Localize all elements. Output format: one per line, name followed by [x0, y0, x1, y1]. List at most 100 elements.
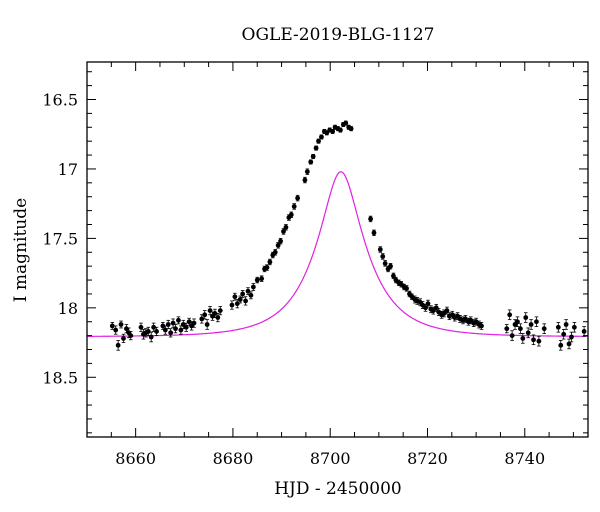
data-point [316, 138, 321, 144]
point-marker [558, 342, 564, 348]
point-marker [380, 254, 386, 259]
point-marker [138, 324, 144, 330]
data-point [109, 322, 115, 330]
y-tick-label: 17.5 [42, 229, 78, 248]
point-marker [248, 292, 254, 298]
point-marker [525, 330, 531, 336]
data-point [302, 176, 308, 184]
model-curve [87, 171, 588, 337]
data-point [460, 316, 466, 325]
point-marker [202, 312, 208, 318]
point-marker [371, 230, 377, 236]
point-marker [517, 326, 523, 332]
point-marker [310, 154, 316, 159]
data-point [561, 328, 567, 340]
axis-ticks-layer [86, 62, 588, 437]
point-marker [259, 276, 265, 282]
data-point [536, 335, 542, 347]
data-point [479, 322, 484, 330]
data-point [176, 316, 181, 325]
data-point [291, 203, 297, 210]
point-marker [267, 259, 273, 265]
point-marker [523, 315, 529, 320]
point-marker [425, 301, 431, 307]
y-tick-label: 18 [58, 299, 78, 318]
data-point [504, 324, 510, 334]
point-marker [128, 333, 134, 339]
data-point [250, 283, 256, 291]
point-marker [151, 324, 157, 330]
point-marker [288, 212, 294, 218]
x-tick-label: 8740 [504, 449, 545, 468]
data-point [377, 246, 383, 253]
point-marker [264, 265, 270, 270]
point-marker [541, 326, 547, 332]
data-point [138, 322, 144, 332]
data-point [423, 303, 428, 312]
point-marker [444, 308, 450, 314]
data-point [240, 290, 246, 298]
point-marker [313, 145, 319, 151]
point-marker [113, 327, 119, 333]
point-marker [348, 126, 354, 132]
point-marker [404, 285, 409, 291]
data-point [534, 316, 539, 327]
data-point [507, 309, 513, 321]
data-point [272, 249, 278, 256]
data-point [517, 323, 523, 334]
data-point [523, 312, 529, 323]
data-point [368, 215, 373, 223]
point-marker [534, 319, 539, 325]
point-marker [368, 216, 373, 222]
data-point [541, 323, 547, 334]
point-marker [232, 294, 238, 300]
point-marker [531, 337, 536, 343]
point-marker [479, 323, 484, 329]
point-marker [186, 319, 192, 325]
data-point [525, 327, 531, 339]
data-point [237, 295, 243, 304]
data-point [571, 322, 577, 333]
point-marker [283, 224, 289, 230]
point-marker [423, 305, 428, 311]
point-marker [295, 195, 301, 201]
point-marker [234, 301, 240, 307]
point-marker [123, 326, 129, 332]
data-point [388, 262, 393, 270]
data-point [382, 260, 388, 267]
point-marker [515, 319, 520, 325]
point-marker [215, 315, 221, 320]
point-marker [183, 324, 189, 330]
point-marker [316, 138, 321, 144]
point-marker [237, 297, 243, 302]
data-point [343, 120, 349, 126]
point-marker [278, 238, 283, 244]
point-marker [509, 333, 515, 339]
data-point [338, 127, 343, 133]
data-point [468, 316, 474, 325]
point-marker [217, 308, 223, 314]
point-marker [377, 247, 383, 252]
data-point [436, 308, 442, 316]
y-tick-label: 18.5 [42, 368, 78, 387]
data-point [160, 322, 166, 330]
point-marker [173, 326, 178, 332]
point-marker [165, 322, 171, 327]
x-tick-label: 8660 [115, 449, 156, 468]
point-marker [176, 317, 181, 323]
point-marker [319, 134, 324, 140]
data-point [515, 316, 520, 327]
data-point [118, 320, 124, 329]
data-point [168, 328, 174, 338]
point-marker [504, 326, 510, 332]
data-point [248, 291, 254, 300]
point-marker [204, 322, 210, 327]
point-marker [302, 177, 308, 183]
point-marker [148, 334, 154, 340]
data-point [310, 153, 316, 159]
data-point [308, 159, 314, 165]
data-point [563, 319, 569, 330]
point-marker [343, 120, 349, 126]
data-point [330, 128, 336, 134]
